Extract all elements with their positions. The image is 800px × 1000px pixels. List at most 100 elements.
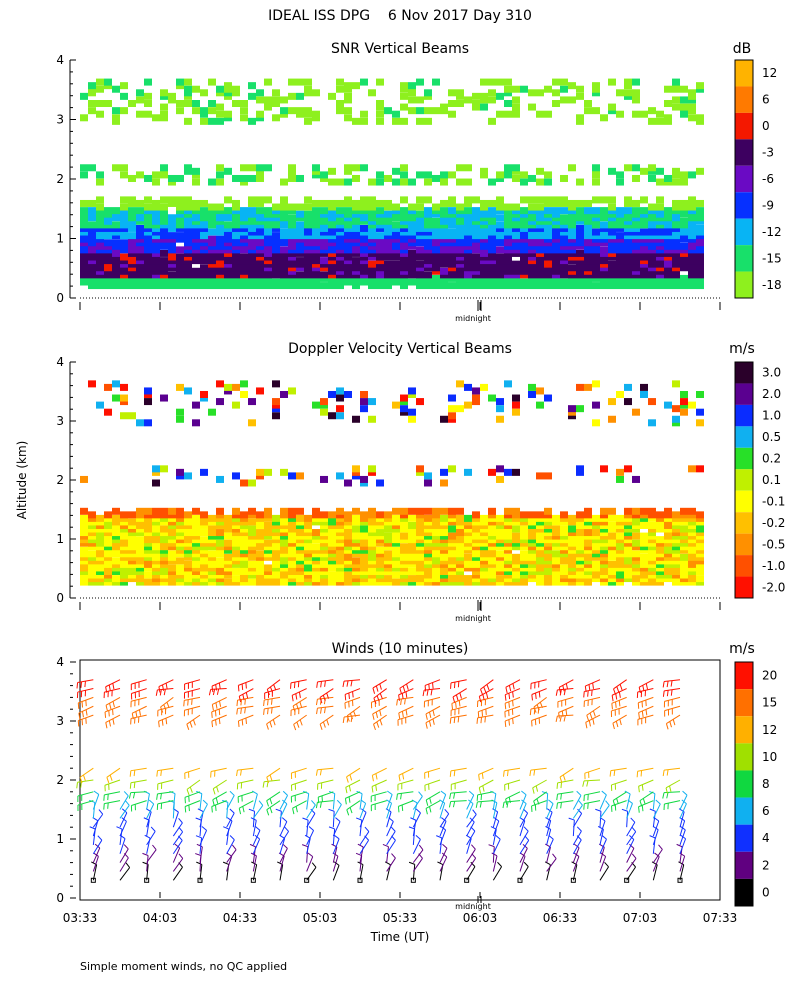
heatmap-cell — [520, 525, 528, 533]
wind-barb-shaft — [398, 767, 414, 776]
wind-barb-flag — [336, 799, 342, 805]
heatmap-cell — [232, 532, 240, 540]
heatmap-cell — [112, 85, 120, 93]
heatmap-cell — [288, 387, 296, 395]
heatmap-cell — [408, 546, 416, 554]
heatmap-cell — [128, 532, 136, 540]
heatmap-cell — [248, 274, 256, 282]
heatmap-cell — [208, 278, 216, 286]
heatmap-cell — [664, 242, 672, 250]
heatmap-cell — [608, 210, 616, 218]
heatmap-cell — [112, 536, 120, 544]
heatmap-cell — [176, 511, 184, 519]
heatmap-cell — [608, 221, 616, 229]
heatmap-cell — [168, 557, 176, 565]
heatmap-cell — [568, 203, 576, 211]
heatmap-cell — [616, 539, 624, 547]
heatmap-cell — [688, 235, 696, 243]
heatmap-cell — [632, 249, 640, 257]
heatmap-cell — [536, 196, 544, 204]
wind-barb-flag — [376, 695, 380, 702]
heatmap-cell — [224, 82, 232, 90]
heatmap-cell — [624, 89, 632, 97]
heatmap-cell — [432, 221, 440, 229]
heatmap-cell — [656, 553, 664, 561]
heatmap-cell — [640, 278, 648, 286]
heatmap-cell — [680, 221, 688, 229]
heatmap-cell — [440, 274, 448, 282]
wind-barb-flag — [533, 800, 537, 807]
wind-barb-flag — [415, 808, 421, 814]
heatmap-cell — [576, 564, 584, 572]
wind-barb-flag — [156, 793, 158, 800]
heatmap-cell — [288, 221, 296, 229]
heatmap-cell — [80, 210, 88, 218]
heatmap-cell — [496, 282, 504, 290]
heatmap-cell — [360, 78, 368, 86]
heatmap-cell — [448, 571, 456, 579]
heatmap-cell — [408, 235, 416, 243]
wind-barb-shaft — [412, 812, 421, 828]
wind-barb-flag — [396, 699, 398, 706]
heatmap-cell — [240, 214, 248, 222]
heatmap-cell — [600, 214, 608, 222]
heatmap-cell — [208, 100, 216, 108]
wind-barb-flag — [236, 700, 239, 707]
heatmap-cell — [448, 253, 456, 261]
heatmap-cell — [96, 235, 104, 243]
heatmap-cell — [240, 521, 248, 529]
wind-barb-flag — [281, 817, 288, 822]
heatmap-cell — [392, 239, 400, 247]
wind-barb-shaft — [424, 767, 441, 774]
heatmap-cell — [384, 514, 392, 522]
wind-barb-flag — [503, 770, 505, 777]
heatmap-cell — [608, 228, 616, 236]
heatmap-cell — [120, 203, 128, 211]
heatmap-cell — [216, 171, 224, 179]
heatmap-cell — [472, 564, 480, 572]
heatmap-cell — [376, 271, 384, 279]
colorbar-frame — [734, 361, 754, 599]
heatmap-cell — [624, 507, 632, 515]
heatmap-cell — [456, 536, 464, 544]
heatmap-cell — [496, 514, 504, 522]
heatmap-cell — [496, 207, 504, 215]
heatmap-cell — [512, 217, 520, 225]
heatmap-cell — [528, 246, 536, 254]
heatmap-cell — [544, 228, 552, 236]
wind-barb-flag — [242, 694, 245, 701]
wind-calm-marker — [90, 877, 96, 883]
wind-barb-shaft — [584, 688, 601, 692]
heatmap-cell — [208, 408, 216, 416]
heatmap-cell — [440, 567, 448, 575]
heatmap-cell — [120, 282, 128, 290]
heatmap-cell — [448, 246, 456, 254]
heatmap-cell — [360, 207, 368, 215]
heatmap-cell — [496, 264, 504, 272]
wind-barb-shaft — [373, 714, 387, 725]
heatmap-cell — [80, 114, 88, 122]
heatmap-cell — [352, 557, 360, 565]
heatmap-cell — [440, 178, 448, 186]
heatmap-cell — [344, 553, 352, 561]
heatmap-cell — [576, 92, 584, 100]
heatmap-cell — [248, 249, 256, 257]
heatmap-cell — [312, 267, 320, 275]
heatmap-cell — [184, 543, 192, 551]
heatmap-cell — [424, 567, 432, 575]
heatmap-cell — [448, 271, 456, 279]
wind-barb-flag — [76, 682, 79, 689]
heatmap-cell — [592, 567, 600, 575]
heatmap-cell — [504, 89, 512, 97]
heatmap-cell — [456, 543, 464, 551]
heatmap-cell — [104, 567, 112, 575]
heatmap-cell — [496, 543, 504, 551]
heatmap-cell — [600, 536, 608, 544]
heatmap-cell — [192, 242, 200, 250]
heatmap-cell — [576, 267, 584, 275]
heatmap-cell — [368, 468, 376, 476]
heatmap-cell — [312, 532, 320, 540]
wind-barb-flag — [459, 692, 462, 699]
wind-barb-shaft — [226, 812, 235, 828]
